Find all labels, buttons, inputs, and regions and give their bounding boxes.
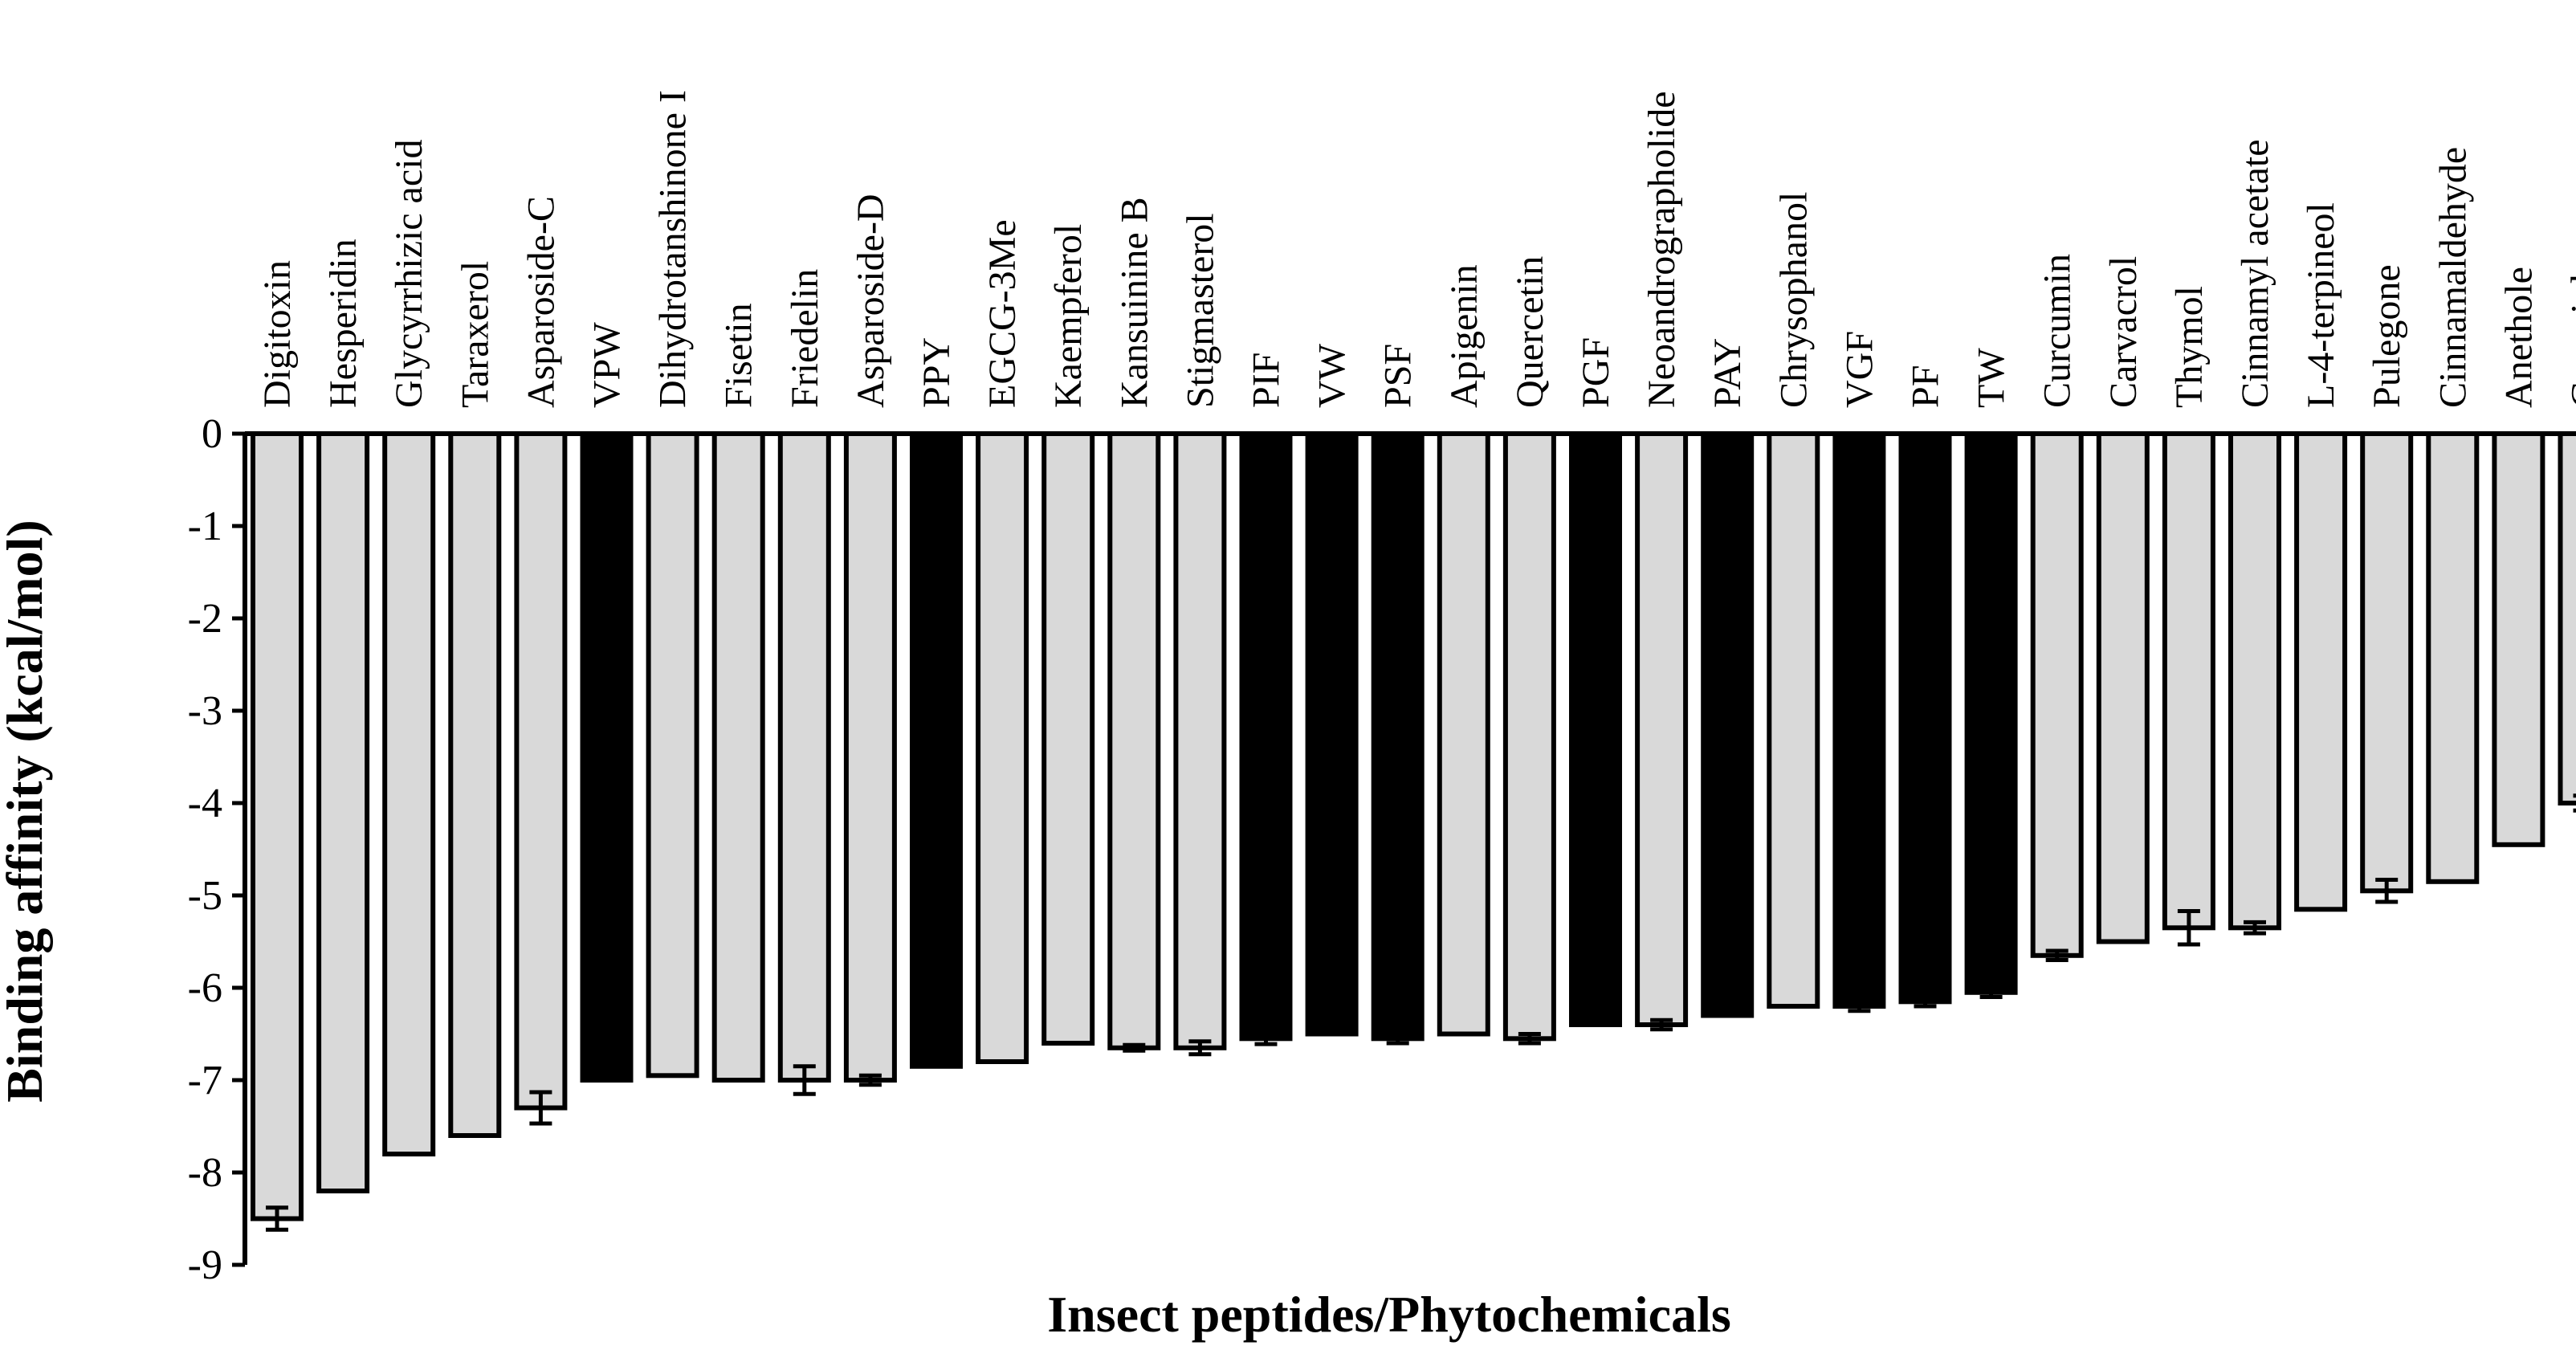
bar-3 (385, 434, 433, 1154)
bar-24 (1769, 434, 1817, 1006)
category-label-29: Carvacrol (2102, 256, 2145, 408)
bar-2 (319, 434, 367, 1191)
bar-22 (1637, 434, 1685, 1025)
bar-4 (450, 434, 499, 1136)
category-label-4: Taraxerol (454, 261, 496, 408)
bar-12 (978, 434, 1026, 1062)
y-tick-label: -7 (188, 1058, 222, 1103)
category-label-17: VW (1311, 343, 1354, 408)
category-label-34: Cinnamaldehyde (2431, 147, 2474, 408)
y-axis-title: Binding affinity (kcal/mol) (0, 520, 53, 1102)
category-label-30: Thymol (2168, 286, 2211, 408)
category-label-33: Pulegone (2366, 264, 2408, 408)
category-label-9: Friedelin (784, 269, 826, 408)
bar-16 (1242, 434, 1290, 1038)
category-label-20: Quercetin (1509, 256, 1551, 408)
bar-33 (2362, 434, 2411, 891)
y-tick-label: -9 (188, 1242, 222, 1288)
y-tick-label: 0 (202, 411, 222, 457)
bar-9 (781, 434, 829, 1080)
x-axis-title: Insect peptides/Phytochemicals (1047, 1286, 1731, 1343)
category-label-15: Stigmasterol (1179, 213, 1221, 408)
bar-28 (2033, 434, 2081, 956)
category-label-35: Anethole (2497, 267, 2540, 408)
bar-6 (583, 434, 631, 1080)
category-label-23: PAY (1706, 338, 1749, 408)
bar-1 (253, 434, 301, 1219)
y-tick-label: -5 (188, 873, 222, 919)
bar-35 (2494, 434, 2542, 845)
y-tick-label: -3 (188, 688, 222, 734)
category-label-11: PPY (915, 337, 958, 408)
category-label-25: VGF (1838, 331, 1881, 408)
category-label-16: PIF (1245, 353, 1288, 408)
bar-34 (2428, 434, 2476, 882)
bar-13 (1044, 434, 1092, 1043)
category-label-28: Curcumin (2036, 254, 2079, 408)
category-labels: Digitoxin Hesperidin Glycyrrhizic acid Tara… (256, 90, 2576, 408)
category-label-21: PGF (1575, 337, 1617, 408)
bar-19 (1440, 434, 1488, 1034)
bar-32 (2297, 434, 2345, 909)
bar-29 (2099, 434, 2147, 942)
y-tick-label: -4 (188, 781, 222, 826)
y-tick-label: -6 (188, 965, 222, 1011)
category-label-7: Dihydrotanshinone I (652, 90, 695, 408)
category-label-36: Geraniol (2564, 273, 2576, 408)
category-label-14: Kansuinine B (1113, 197, 1156, 408)
bar-5 (516, 434, 565, 1108)
category-label-13: Kaempferol (1047, 224, 1090, 408)
category-label-31: Cinnamyl acetate (2234, 139, 2276, 408)
bar-21 (1571, 434, 1620, 1025)
category-label-22: Neoandrographolide (1641, 91, 1683, 408)
y-tick-label: -8 (188, 1150, 222, 1196)
bar-36 (2561, 434, 2576, 803)
bar-14 (1110, 434, 1158, 1048)
category-label-32: L-4-terpineol (2300, 202, 2342, 408)
category-label-5: Asparoside-C (520, 196, 562, 408)
bar-26 (1901, 434, 1950, 1001)
bar-18 (1374, 434, 1422, 1038)
bar-31 (2231, 434, 2279, 928)
category-label-24: Chrysophanol (1772, 192, 1815, 408)
category-label-1: Digitoxin (256, 260, 299, 408)
bar-10 (846, 434, 895, 1080)
y-tick-label: -1 (188, 504, 222, 549)
bar-27 (1967, 434, 2016, 993)
bar-20 (1506, 434, 1554, 1038)
category-label-6: VPW (586, 322, 629, 408)
bar-7 (649, 434, 697, 1075)
category-label-26: PF (1905, 365, 1947, 408)
category-label-8: Fisetin (718, 303, 760, 408)
category-label-10: Asparoside-D (850, 194, 892, 408)
category-label-27: TW (1971, 348, 2013, 408)
bar-30 (2165, 434, 2213, 928)
bar-15 (1176, 434, 1224, 1048)
bar-11 (912, 434, 960, 1066)
category-label-3: Glycyrrhizic acid (388, 140, 430, 409)
bar-25 (1835, 434, 1883, 1006)
category-label-12: EGCG-3Me (981, 219, 1024, 408)
bar-23 (1703, 434, 1751, 1016)
bars-layer (253, 434, 2576, 1219)
category-label-18: PSF (1377, 344, 1420, 408)
bar-8 (715, 434, 763, 1080)
category-label-2: Hesperidin (322, 239, 365, 408)
y-tick-label: -2 (188, 596, 222, 642)
bar-17 (1308, 434, 1356, 1034)
category-label-19: Apigenin (1443, 264, 1486, 408)
